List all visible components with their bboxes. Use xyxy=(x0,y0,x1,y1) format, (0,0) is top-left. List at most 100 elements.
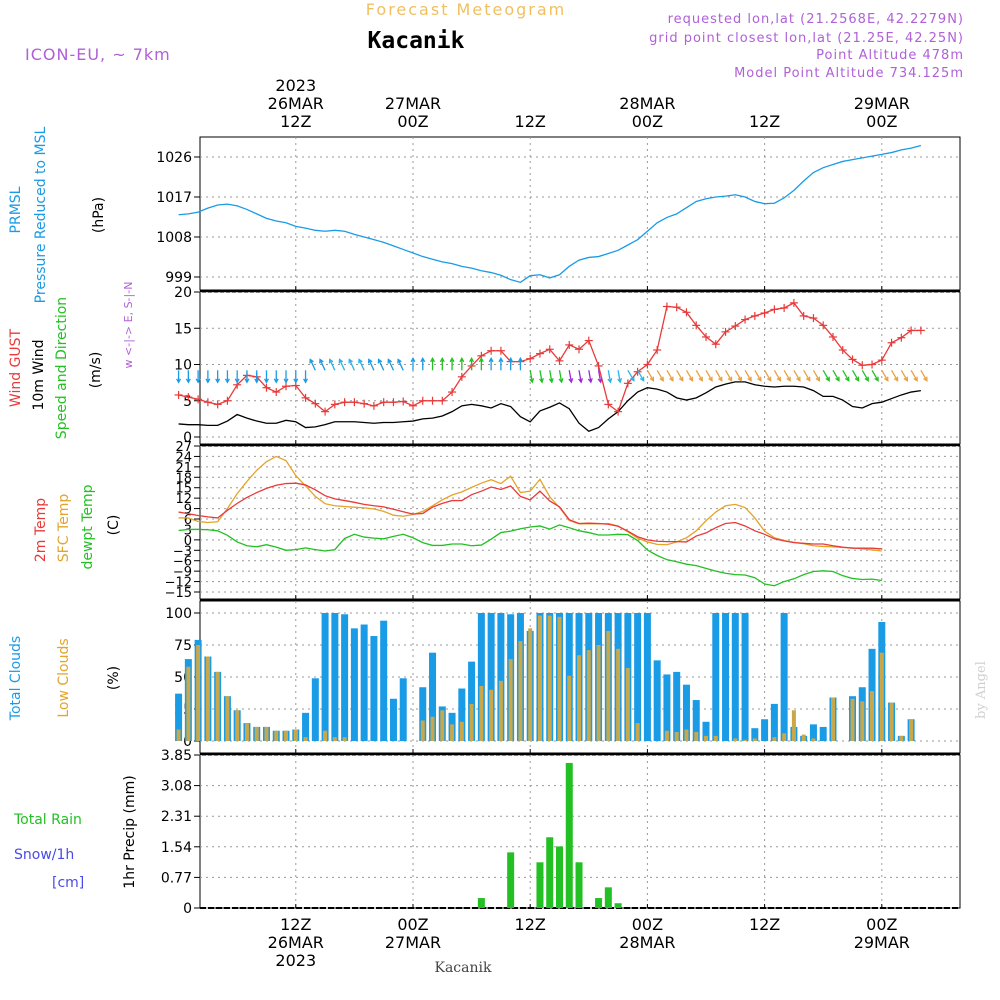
total-cloud-bar xyxy=(682,684,690,741)
wind-direction-arrow xyxy=(920,369,928,382)
low-cloud-bar xyxy=(528,628,533,741)
wind-direction-arrow xyxy=(517,356,523,371)
wind-direction-arrow xyxy=(724,369,733,382)
arrow-shaft xyxy=(793,369,801,382)
arrow-head xyxy=(397,358,402,364)
arrow-shaft xyxy=(676,369,684,382)
total-cloud-bar xyxy=(370,636,378,741)
wind-direction-arrow xyxy=(558,370,564,384)
gust-marker xyxy=(702,332,711,341)
arrow-shaft xyxy=(754,369,762,382)
arrow-head xyxy=(478,356,484,363)
wind-direction-arrow xyxy=(254,370,260,384)
low-cloud-bar xyxy=(586,650,591,741)
wind-panel: 0 5 10 15 20 xyxy=(174,285,961,446)
gust-marker xyxy=(223,396,232,405)
total-cloud-bar xyxy=(360,624,368,741)
dewpt-line xyxy=(178,524,882,587)
wind-direction-arrow xyxy=(293,370,299,384)
time-label-top: 29MAR xyxy=(854,94,910,113)
wind-direction-arrow xyxy=(891,369,899,382)
arrow-head xyxy=(766,376,772,382)
low-cloud-bar xyxy=(772,737,777,741)
low-cloud-bar xyxy=(596,645,601,741)
wind-direction-arrow xyxy=(195,370,201,384)
gust-marker xyxy=(487,346,496,355)
gust-marker xyxy=(897,333,906,342)
total-cloud-bar xyxy=(487,613,495,741)
low-cloud-bar xyxy=(557,616,562,741)
arrow-shaft xyxy=(627,369,635,382)
wind-direction-arrow xyxy=(328,358,336,371)
wind-direction-arrow xyxy=(627,369,635,382)
precip-bar xyxy=(507,852,515,908)
arrow-head xyxy=(786,376,791,382)
gust-marker xyxy=(887,338,896,347)
low-cloud-bar xyxy=(274,730,279,741)
arrow-shaft xyxy=(685,369,694,382)
low-cloud-bar xyxy=(801,734,806,741)
wind-direction-arrow xyxy=(910,369,918,382)
wind-direction-arrow xyxy=(637,369,645,382)
arrow-shaft xyxy=(871,369,879,382)
y-tick-label: 999 xyxy=(165,270,192,286)
wind-direction-arrow xyxy=(303,370,309,384)
precip-panel: 0 0.77 1.54 2.31 3.08 3.85 xyxy=(161,748,961,917)
time-label-bottom: 00Z xyxy=(397,915,428,934)
t2m-line xyxy=(178,482,882,550)
arrow-head xyxy=(195,378,201,384)
arrow-head xyxy=(630,376,635,382)
time-label-top: 12Z xyxy=(515,112,546,131)
gust-marker xyxy=(809,314,818,323)
arrow-head xyxy=(303,378,309,384)
gust-marker xyxy=(614,407,623,416)
arrow-head xyxy=(498,356,504,363)
dewpt-label: dewpt Temp xyxy=(80,484,96,569)
arrow-head xyxy=(387,358,392,364)
gust-marker xyxy=(692,321,701,330)
arrow-shaft xyxy=(319,359,326,371)
gust-marker xyxy=(916,326,925,335)
arrow-shaft xyxy=(783,369,791,382)
arrow-head xyxy=(430,356,436,363)
wind-direction-arrow xyxy=(420,356,426,371)
y-tick-label: 1.54 xyxy=(161,840,192,856)
location-title: Kacanik xyxy=(368,28,465,54)
arrow-shaft xyxy=(832,369,840,382)
arrow-head xyxy=(517,356,523,363)
time-label-bottom: 12Z xyxy=(515,915,546,934)
gust-marker xyxy=(750,311,759,320)
arrow-head xyxy=(903,376,909,382)
low-cloud-bar xyxy=(186,666,191,741)
low-cloud-bar xyxy=(830,697,835,741)
arrow-head xyxy=(319,358,324,364)
wind-direction-arrow xyxy=(783,369,791,382)
total-cloud-bar xyxy=(692,700,700,741)
arrow-head xyxy=(639,376,645,382)
gust-marker xyxy=(526,354,535,363)
gust-marker xyxy=(369,401,378,410)
gust-marker xyxy=(399,397,408,406)
low-cloud-bar xyxy=(889,702,894,741)
wind-direction-arrow xyxy=(397,358,404,371)
wind-compass: w <-|-> E, S-|-N xyxy=(122,282,135,369)
wind-direction-arrow xyxy=(338,358,346,371)
wind-direction-arrow xyxy=(861,369,869,382)
arrow-shaft xyxy=(900,369,908,382)
low-cloud-bar xyxy=(440,710,445,741)
sfc-temp-line xyxy=(178,455,882,552)
low-cloud-bar xyxy=(870,691,875,741)
low-cloud-bar xyxy=(450,724,455,741)
wind-direction-arrow xyxy=(459,356,465,371)
low-cloud-bar xyxy=(664,730,669,741)
wind-direction-arrow xyxy=(215,370,221,384)
model-altitude: Model Point Altitude 734.125m xyxy=(734,66,964,81)
y-tick-label: 0 xyxy=(183,430,192,446)
pressure-label-msl: Pressure Reduced to MSL xyxy=(33,126,49,303)
gust-marker xyxy=(457,372,466,381)
arrow-head xyxy=(328,358,334,364)
arrow-head xyxy=(459,356,465,363)
gust-marker xyxy=(760,309,769,318)
arrow-shaft xyxy=(617,370,621,383)
